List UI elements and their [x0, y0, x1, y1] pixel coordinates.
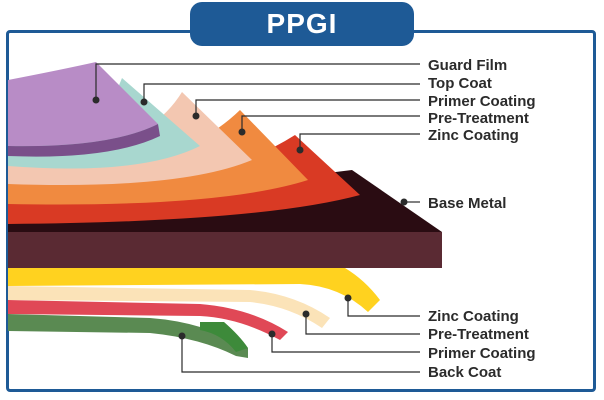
primer-bottom-layer — [8, 300, 288, 340]
dot-primer-bottom — [268, 330, 276, 338]
pretreatment-bottom-layer — [8, 286, 330, 328]
bottom-leaders — [181, 298, 420, 373]
label-guard-film: Guard Film — [428, 57, 507, 74]
label-base-metal: Base Metal — [428, 195, 506, 212]
dot-zinc-bottom — [344, 294, 352, 302]
dot-back-coat — [178, 332, 186, 340]
label-zinc-coating-bottom: Zinc Coating — [428, 308, 519, 325]
leader-primer-bottom — [271, 334, 420, 353]
label-primer-coating-bottom: Primer Coating — [428, 345, 536, 362]
leader-pretreatment-top — [241, 115, 420, 132]
leader-guard-film — [95, 63, 420, 100]
label-primer-coating-top: Primer Coating — [428, 93, 536, 110]
top-leaders — [95, 63, 420, 203]
label-pre-treatment-bottom: Pre-Treatment — [428, 326, 529, 343]
label-pre-treatment-top: Pre-Treatment — [428, 110, 529, 127]
zinc-bottom-layer — [8, 268, 380, 312]
title-badge: PPGI — [190, 2, 414, 46]
label-back-coat: Back Coat — [428, 364, 501, 381]
dot-pretreatment-bottom — [302, 310, 310, 318]
back-coat-layer — [8, 314, 248, 358]
leader-zinc-bottom — [347, 298, 420, 317]
guard-film-edge — [8, 124, 160, 157]
dot-guard-film — [92, 96, 100, 104]
bottom-dots — [178, 294, 352, 340]
label-zinc-coating-top: Zinc Coating — [428, 127, 519, 144]
leader-top-coat — [143, 83, 420, 102]
label-top-coat: Top Coat — [428, 75, 492, 92]
dot-top-coat — [140, 98, 148, 106]
dot-base-metal — [400, 198, 408, 206]
dot-primer-top — [192, 112, 200, 120]
leader-back-coat — [181, 336, 420, 373]
leader-pretreatment-bottom — [305, 314, 420, 335]
base-metal-front — [8, 232, 442, 268]
guard-film-layer — [8, 62, 158, 147]
top-dots — [92, 96, 408, 206]
leader-primer-top — [195, 99, 420, 116]
dot-pretreatment-top — [238, 128, 246, 136]
leader-zinc-top — [299, 133, 420, 150]
back-coat-edge — [200, 322, 248, 352]
dot-zinc-top — [296, 146, 304, 154]
